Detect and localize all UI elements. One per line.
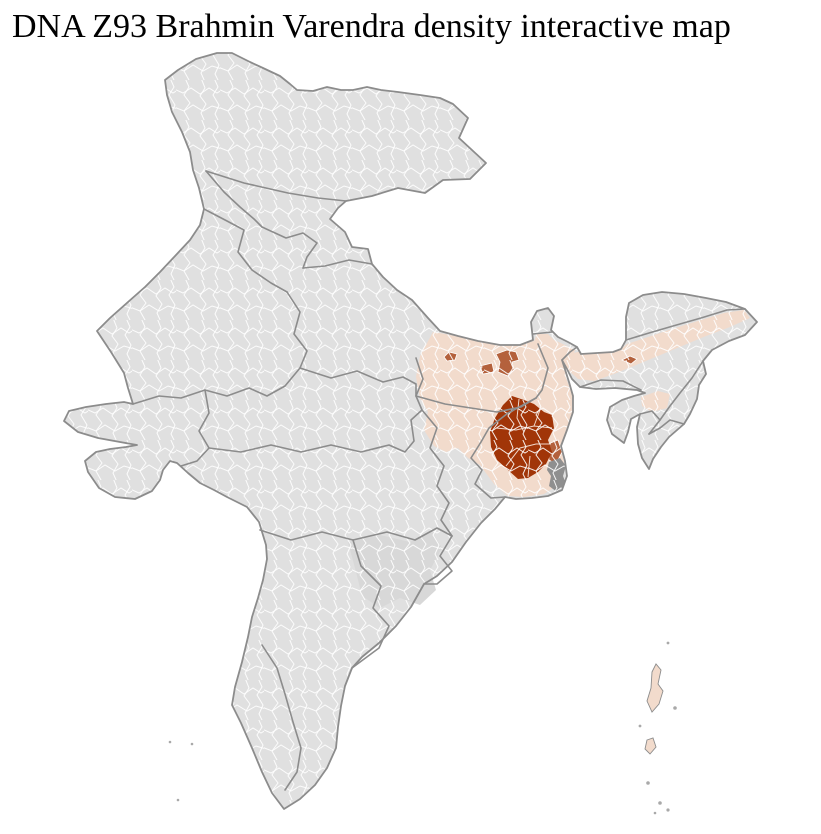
islet-west-2 — [190, 742, 194, 746]
islet-west-3 — [176, 798, 180, 802]
island-small[interactable] — [644, 737, 657, 755]
page-title: DNA Z93 Brahmin Varendra density interac… — [12, 8, 731, 45]
islands — [168, 641, 677, 815]
island-chain-main[interactable] — [646, 663, 664, 713]
state-borders — [132, 170, 746, 791]
islet-west-1 — [168, 740, 172, 744]
